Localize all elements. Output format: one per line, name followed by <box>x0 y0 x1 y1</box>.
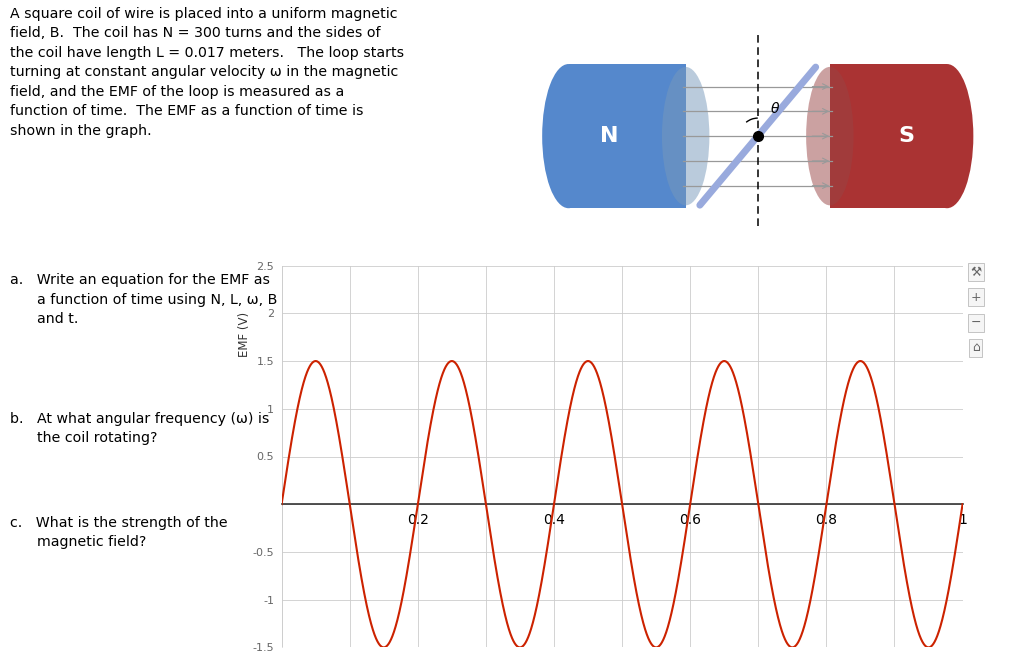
Text: $\theta$: $\theta$ <box>770 101 780 116</box>
Text: b.   At what angular frequency (ω) is
      the coil rotating?: b. At what angular frequency (ω) is the … <box>10 412 269 446</box>
Text: N: N <box>600 126 618 146</box>
Text: EMF (V): EMF (V) <box>238 312 251 357</box>
Text: ⚒: ⚒ <box>971 266 981 279</box>
Ellipse shape <box>662 67 710 205</box>
Ellipse shape <box>542 64 595 208</box>
Bar <box>568 64 686 208</box>
Text: +: + <box>971 291 981 304</box>
Text: S: S <box>898 126 914 146</box>
Text: −: − <box>971 316 981 329</box>
Ellipse shape <box>921 64 974 208</box>
Text: ⌂: ⌂ <box>972 341 980 355</box>
Bar <box>829 64 947 208</box>
Text: c.   What is the strength of the
      magnetic field?: c. What is the strength of the magnetic … <box>10 516 228 549</box>
Ellipse shape <box>806 67 854 205</box>
Text: A square coil of wire is placed into a uniform magnetic
field, B.  The coil has : A square coil of wire is placed into a u… <box>10 7 404 137</box>
Text: a.   Write an equation for the EMF as
      a function of time using N, L, ω, B
: a. Write an equation for the EMF as a fu… <box>10 274 278 326</box>
